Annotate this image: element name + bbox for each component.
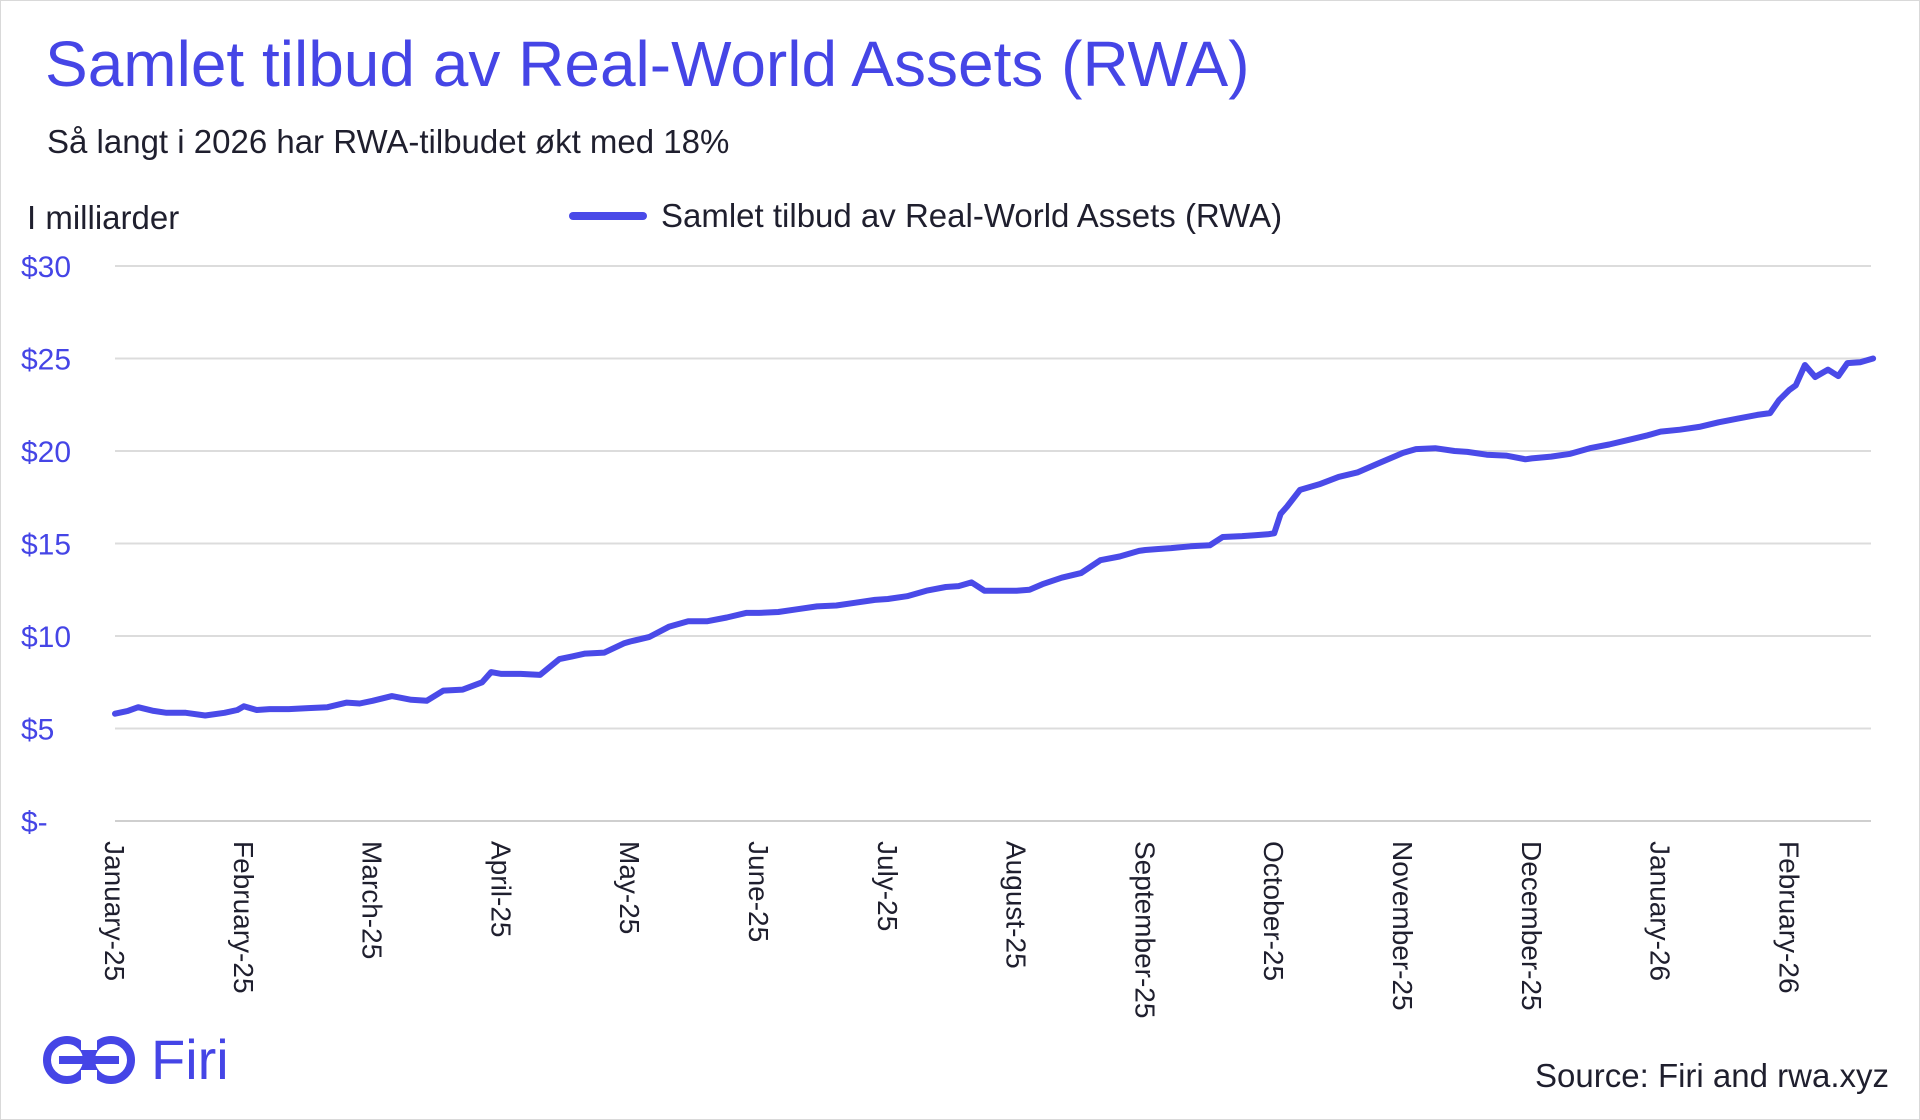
y-tick-label: $30 — [21, 251, 71, 284]
chart-subtitle: Så langt i 2026 har RWA-tilbudet økt med… — [47, 123, 730, 160]
y-tick-label: $5 — [21, 714, 54, 747]
y-tick-label: $25 — [21, 344, 71, 377]
series-layer — [112, 355, 1877, 719]
x-tick-label: February-26 — [1773, 841, 1804, 994]
brand-name: Firi — [151, 1028, 229, 1091]
x-tick-label: January-26 — [1645, 841, 1676, 981]
x-tick-label: January-25 — [99, 841, 130, 981]
source-note: Source: Firi and rwa.xyz — [1535, 1057, 1889, 1094]
legend-swatch — [569, 212, 647, 220]
y-tick-label: $15 — [21, 529, 71, 562]
x-tick-label: May-25 — [614, 841, 645, 934]
x-tick-label: June-25 — [743, 841, 774, 942]
x-tick-label: February-25 — [228, 841, 259, 994]
legend-label: Samlet tilbud av Real-World Assets (RWA) — [661, 197, 1283, 234]
x-tick-label: November-25 — [1387, 841, 1418, 1011]
x-tick-label: September-25 — [1129, 841, 1160, 1018]
grid-lines — [115, 265, 1871, 822]
x-tick-label: August-25 — [1001, 841, 1032, 969]
y-tick-label: $- — [21, 806, 48, 839]
chart-title: Samlet tilbud av Real-World Assets (RWA) — [45, 28, 1250, 100]
y-axis-ticks: $- $5 $10 $15 $20 $25 $30 — [21, 251, 71, 839]
legend: Samlet tilbud av Real-World Assets (RWA) — [569, 197, 1282, 235]
x-tick-label: December-25 — [1516, 841, 1547, 1011]
firi-logo: Firi — [37, 1027, 229, 1092]
x-tick-label: July-25 — [872, 841, 903, 931]
y-tick-label: $10 — [21, 621, 71, 654]
firi-logo-icon — [43, 1035, 135, 1084]
x-tick-label: April-25 — [485, 841, 516, 937]
x-axis-ticks: January-25 February-25 March-25 April-25 May… — [99, 841, 1804, 1018]
x-tick-label: October-25 — [1258, 841, 1289, 981]
x-tick-label: March-25 — [357, 841, 388, 959]
series-line — [112, 355, 1877, 719]
y-tick-label: $20 — [21, 436, 71, 469]
y-axis-unit-label: I milliarder — [27, 199, 180, 236]
